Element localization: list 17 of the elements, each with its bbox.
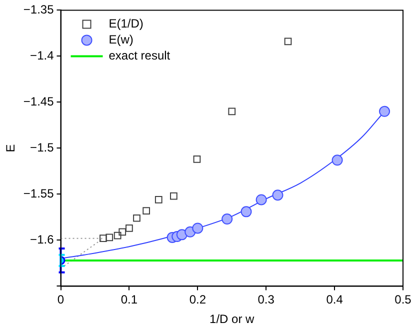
y-tick-label: −1.6 (30, 232, 54, 247)
x-tick-label: 0.3 (258, 292, 275, 307)
x-tick-label: 0.1 (120, 292, 138, 307)
x-tick-label: 0 (57, 292, 64, 307)
y-tick-label: −1.45 (23, 94, 54, 109)
legend-label: E(w) (108, 32, 134, 47)
y-tick-label: −1.35 (23, 2, 54, 17)
x-tick-label: 0.2 (189, 292, 206, 307)
legend-label: exact result (108, 48, 171, 63)
y-axis-title: E (4, 144, 18, 152)
x-tick-label: 0.4 (326, 292, 344, 307)
y-tick-label: −1.5 (30, 140, 54, 155)
x-tick-label: 0.5 (394, 292, 412, 307)
y-tick-label: −1.4 (30, 48, 54, 63)
legend-label: E(1/D) (108, 16, 144, 31)
y-tick-label: −1.55 (23, 186, 54, 201)
x-axis-title: 1/D or w (210, 312, 255, 326)
